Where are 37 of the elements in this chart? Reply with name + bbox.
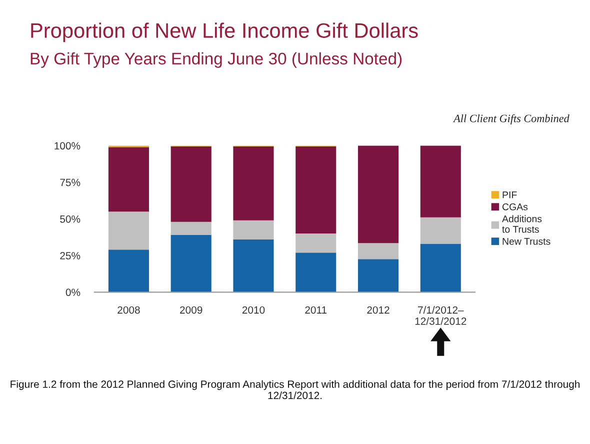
bar: [420, 244, 461, 292]
x-tick-label: 2009: [180, 306, 202, 314]
bar: [296, 234, 336, 253]
bar: [170, 146, 212, 222]
y-tick-label: 50%: [60, 215, 80, 223]
caption: Figure 1.2 from the 2012 Planned Giving Program Analytics Report with additional data for the period from 7/1/2012 through 12/31/2012.: [10, 380, 580, 400]
x-tick-label: 2008: [118, 306, 140, 314]
chart-subtitle: By Gift Type Years Ending June 30 (Unless Noted): [30, 52, 402, 68]
bar: [420, 217, 461, 244]
bar: [358, 146, 399, 244]
bar: [108, 147, 149, 212]
bar: [296, 146, 336, 234]
bar: [358, 259, 399, 292]
x-tick-label: 7/1/2012– 12/31/2012: [415, 306, 466, 325]
y-tick-label: 100%: [54, 142, 80, 150]
legend-label: New Trusts: [502, 238, 550, 245]
x-tick-label: 2012: [367, 306, 390, 314]
bar: [233, 146, 274, 220]
x-tick-label: 2010: [242, 306, 265, 314]
bar: [108, 212, 149, 250]
x-tick-label: 2011: [305, 306, 327, 314]
text: All Client Gifts Combined: [453, 114, 570, 124]
y-tick-label: 0%: [66, 288, 80, 296]
bar: [233, 220, 274, 240]
legend-label: Additions to Trusts: [502, 215, 542, 233]
bar: [108, 250, 149, 292]
bar: [233, 239, 274, 292]
bar: [420, 146, 461, 218]
y-tick-label: 75%: [60, 178, 80, 186]
bar: [296, 252, 336, 292]
legend-label: PIF: [502, 191, 517, 198]
legend-label: CGAs: [502, 203, 528, 210]
chart-title: Proportion of New Life Income Gift Dollars: [31, 22, 418, 42]
bar: [358, 243, 399, 260]
y-tick-label: 25%: [60, 252, 80, 260]
bar: [170, 222, 212, 236]
bar: [170, 235, 212, 292]
